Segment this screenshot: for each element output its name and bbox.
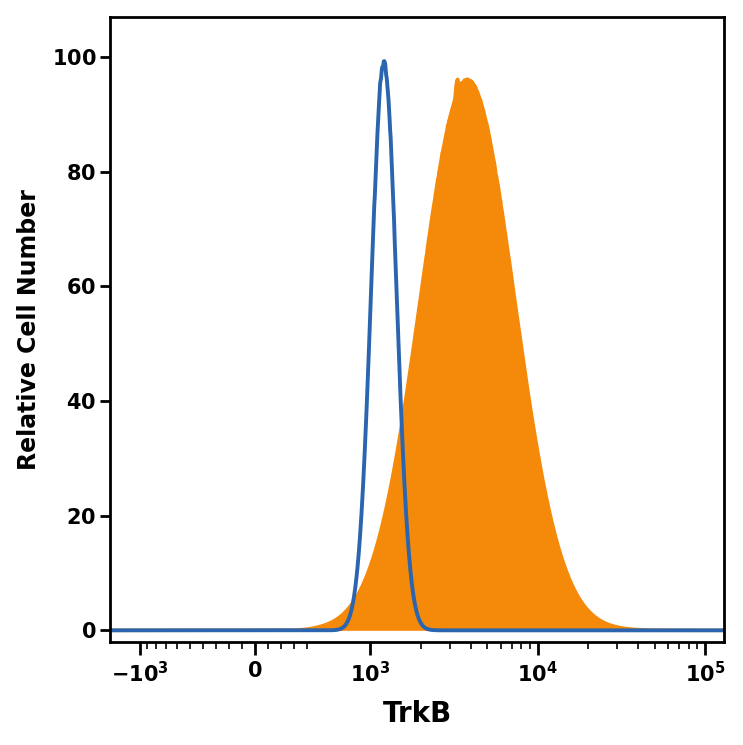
Y-axis label: Relative Cell Number: Relative Cell Number [16,188,41,469]
X-axis label: TrkB: TrkB [383,700,452,729]
